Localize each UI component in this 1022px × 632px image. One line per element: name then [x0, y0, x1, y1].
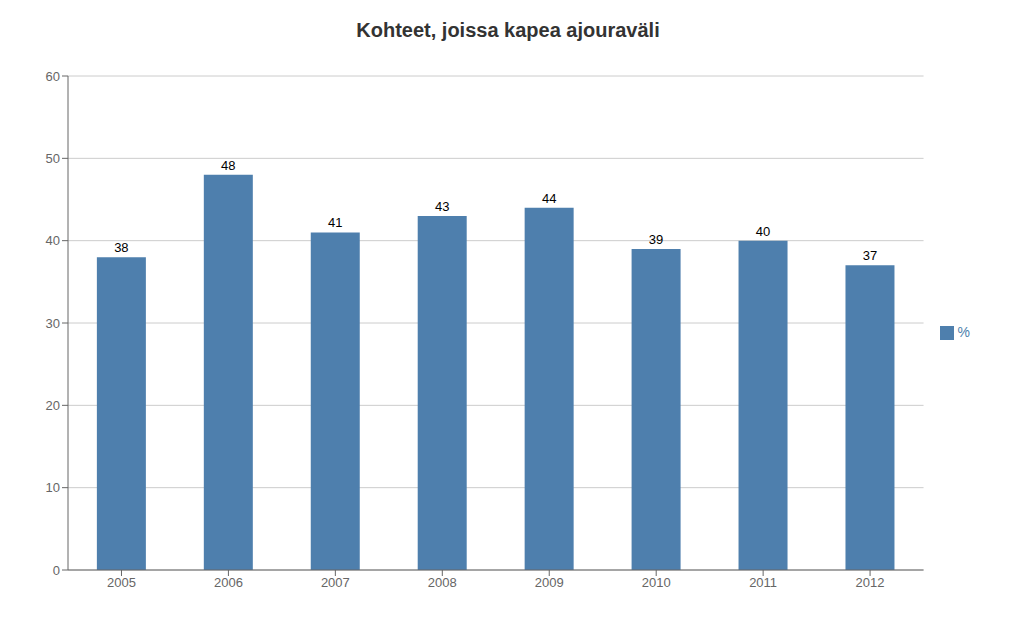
- svg-text:37: 37: [863, 248, 877, 263]
- svg-text:2006: 2006: [214, 575, 243, 590]
- svg-text:44: 44: [542, 191, 556, 206]
- svg-text:10: 10: [46, 480, 60, 495]
- svg-text:60: 60: [46, 69, 60, 84]
- html-text:Kohteet, joissa kapea ajouravä: Kohteet, joissa kapea ajouraväli: [356, 19, 660, 41]
- svg-text:2009: 2009: [535, 575, 564, 590]
- svg-text:39: 39: [649, 232, 663, 247]
- svg-text:41: 41: [328, 215, 342, 230]
- svg-text:43: 43: [435, 199, 449, 214]
- svg-text:2012: 2012: [856, 575, 885, 590]
- svg-text:38: 38: [114, 240, 128, 255]
- svg-text:0: 0: [53, 563, 60, 578]
- svg-text:2010: 2010: [642, 575, 671, 590]
- svg-text:2005: 2005: [107, 575, 136, 590]
- svg-text:2008: 2008: [428, 575, 457, 590]
- svg-text:20: 20: [46, 398, 60, 413]
- svg-text:40: 40: [46, 233, 60, 248]
- svg-text:48: 48: [221, 158, 235, 173]
- svg-text:50: 50: [46, 151, 60, 166]
- svg-text:2011: 2011: [749, 575, 777, 590]
- svg-text:30: 30: [46, 316, 60, 331]
- svg-text:40: 40: [756, 224, 770, 239]
- svg-text:2007: 2007: [321, 575, 350, 590]
